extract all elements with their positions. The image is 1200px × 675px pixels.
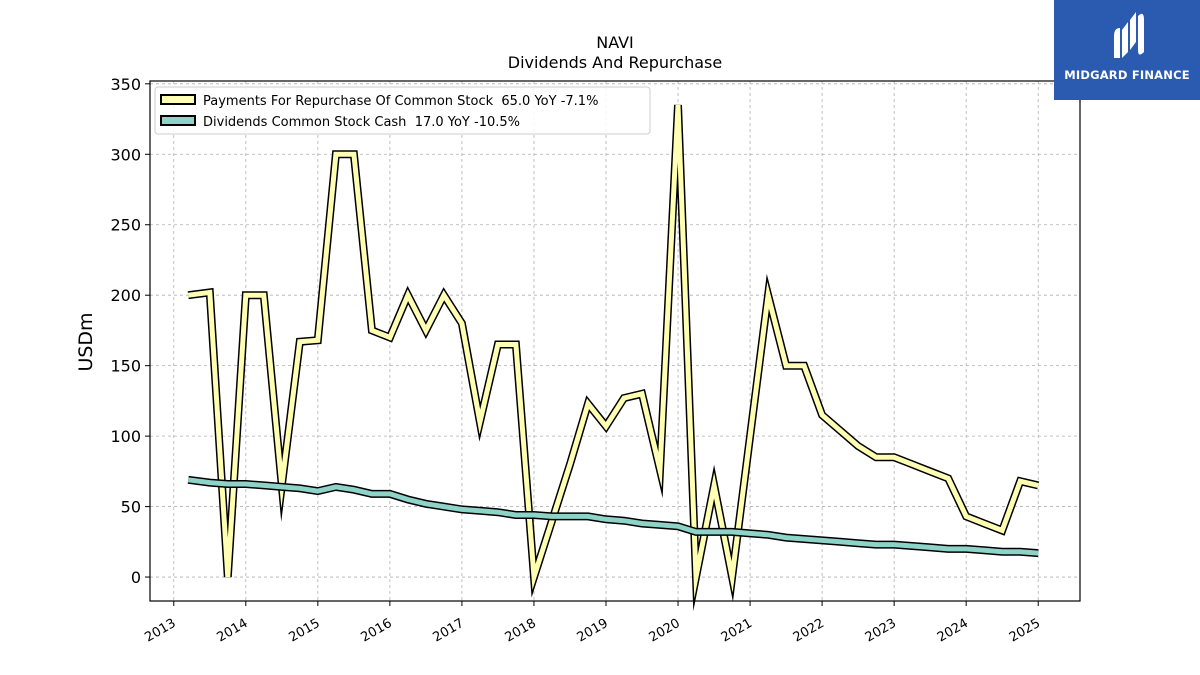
y-tick-label: 200 [110, 286, 141, 305]
x-tick-label: 2021 [719, 616, 755, 646]
legend-swatch-dividends [160, 115, 196, 126]
legend-label-repurchase: Payments For Repurchase Of Common Stock … [203, 94, 598, 109]
y-tick-label: 250 [110, 216, 141, 235]
y-tick-label: 100 [110, 427, 141, 446]
x-tick-label: 2022 [791, 616, 827, 646]
x-tick-label: 2016 [359, 616, 395, 646]
x-tick-label: 2015 [286, 616, 322, 646]
series-lines [187, 104, 1040, 612]
legend-label-dividends: Dividends Common Stock Cash 17.0 YoY -10… [203, 115, 520, 130]
plot-frame [149, 80, 1081, 602]
y-tick-label: 300 [110, 145, 141, 164]
chart-subtitle: Dividends And Repurchase [508, 53, 722, 72]
legend-box [154, 86, 651, 135]
brand-logo: MIDGARD FINANCE [1054, 0, 1200, 100]
x-tick-label: 2024 [935, 616, 971, 646]
y-axis-ticks: 0 50 100 150 200 250 300 350 [110, 75, 150, 587]
series-line-repurchase [187, 104, 1039, 599]
legend: Payments For Repurchase Of Common Stock … [154, 86, 651, 135]
x-tick-label: 2013 [142, 616, 178, 646]
x-tick-label: 2019 [575, 616, 611, 646]
x-tick-label: 2023 [863, 616, 899, 646]
x-tick-label: 2020 [647, 616, 683, 646]
y-tick-label: 150 [110, 357, 141, 376]
midgard-finance-logo-icon [1114, 12, 1144, 58]
x-tick-label: 2025 [1007, 616, 1043, 646]
series-line-dividends [187, 477, 1039, 556]
y-tick-label: 50 [121, 498, 141, 517]
x-tick-label: 2017 [431, 616, 467, 646]
y-tick-label: 0 [131, 568, 141, 587]
brand-logo-text: MIDGARD FINANCE [1064, 68, 1190, 82]
y-axis-label: USDm [75, 312, 97, 371]
legend-swatch-repurchase [160, 94, 196, 105]
y-tick-label: 350 [110, 75, 141, 94]
x-tick-label: 2014 [214, 616, 250, 646]
x-axis-ticks: 2013 2014 2015 2016 2017 2018 2019 2020 2021 2022… [142, 601, 1043, 645]
chart-title: NAVI [596, 33, 634, 52]
x-tick-label: 2018 [503, 616, 539, 646]
